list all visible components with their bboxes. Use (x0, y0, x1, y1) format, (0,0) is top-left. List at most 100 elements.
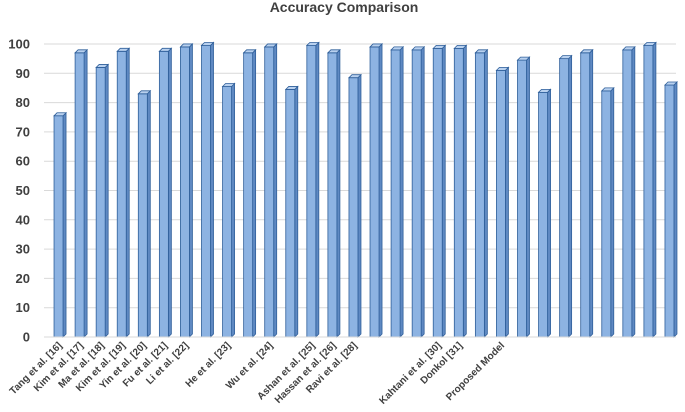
bar-front (95, 67, 106, 338)
bar-top (74, 49, 89, 54)
bar-side (526, 56, 530, 338)
bar (390, 45, 405, 338)
bar (348, 73, 362, 338)
y-tick-label: 0 (23, 330, 30, 345)
bar-side (631, 45, 636, 338)
bar-side (189, 42, 193, 338)
bar (116, 47, 131, 338)
bar (411, 45, 426, 338)
bar-top (158, 47, 173, 52)
bar-top (263, 43, 278, 48)
y-tick-label: 30 (16, 242, 30, 257)
bar-top (453, 44, 468, 49)
bar-front (53, 115, 64, 338)
bar-front (643, 45, 654, 338)
bar-top (221, 83, 236, 87)
bar-side (252, 48, 257, 338)
bar-front (306, 45, 317, 338)
bar-front (453, 47, 464, 338)
bar (495, 66, 510, 338)
bar-top (390, 46, 405, 51)
bar-side (420, 45, 425, 338)
bar-top (137, 90, 152, 95)
bar-side (231, 82, 235, 338)
bar-side (610, 86, 615, 338)
bar (263, 42, 278, 338)
bar-top (179, 43, 194, 48)
bar-top (116, 47, 131, 52)
bar (284, 85, 299, 338)
bar-front (432, 47, 443, 338)
bar (74, 48, 89, 338)
bar-side (441, 44, 446, 338)
bar-top (411, 46, 426, 51)
bar (600, 86, 615, 338)
bar-side (336, 48, 341, 338)
bar-front (348, 77, 359, 338)
bar-front (285, 89, 296, 338)
bar-top (348, 74, 362, 79)
bar-top (516, 56, 531, 61)
bars (53, 41, 678, 338)
bar (621, 45, 636, 338)
bar-top (664, 81, 678, 86)
bar-front (369, 46, 380, 338)
bar-side (673, 81, 678, 338)
bar-side (294, 85, 299, 338)
bar-top (579, 49, 594, 54)
bar (221, 82, 236, 338)
bar-top (432, 44, 447, 49)
y-tick-label: 100 (8, 37, 30, 52)
bar-side (210, 41, 214, 338)
bar-side (83, 48, 88, 338)
chart-title: Accuracy Comparison (270, 0, 419, 15)
bar-front (664, 84, 675, 338)
bar-front (116, 50, 127, 338)
y-tick-label: 40 (16, 212, 30, 227)
bar-front (411, 49, 422, 338)
bar-front (327, 52, 338, 338)
bar-top (642, 42, 657, 46)
bar (579, 48, 594, 338)
bar-side (589, 48, 594, 338)
y-tick-label: 80 (16, 95, 30, 110)
bar-side (462, 44, 467, 338)
bar-side (505, 66, 509, 338)
bar (137, 89, 152, 338)
bar-front (517, 59, 527, 338)
bar (432, 44, 447, 338)
bar-top (558, 55, 573, 60)
bar-front (559, 58, 570, 338)
bar-side (104, 63, 109, 338)
bar (664, 81, 678, 338)
y-tick-label: 60 (16, 154, 30, 169)
bar (305, 41, 320, 338)
bar (516, 56, 531, 338)
bar (537, 88, 552, 338)
x-axis-labels: Tang et al. [16]Kim et al. [17]Ma et al.… (8, 340, 507, 406)
bar (242, 48, 257, 338)
bar-front (622, 49, 633, 338)
y-tick-label: 50 (16, 183, 30, 198)
bar-top (200, 42, 215, 46)
bar-side (273, 42, 278, 338)
bar-side (167, 47, 172, 338)
bar-front (601, 90, 612, 338)
bar (642, 41, 657, 338)
y-tick-label: 70 (16, 124, 30, 139)
bar-front (243, 52, 254, 338)
bar-side (378, 42, 383, 338)
bar (558, 54, 573, 338)
bar (453, 44, 468, 338)
bar-side (62, 111, 67, 338)
bar (200, 41, 215, 338)
bar-top (242, 49, 257, 54)
bar-front (201, 45, 211, 338)
bar-top (326, 49, 341, 54)
y-tick-label: 10 (16, 300, 30, 315)
bar (95, 63, 110, 338)
bar-side (315, 41, 320, 338)
bar-side (483, 48, 488, 338)
